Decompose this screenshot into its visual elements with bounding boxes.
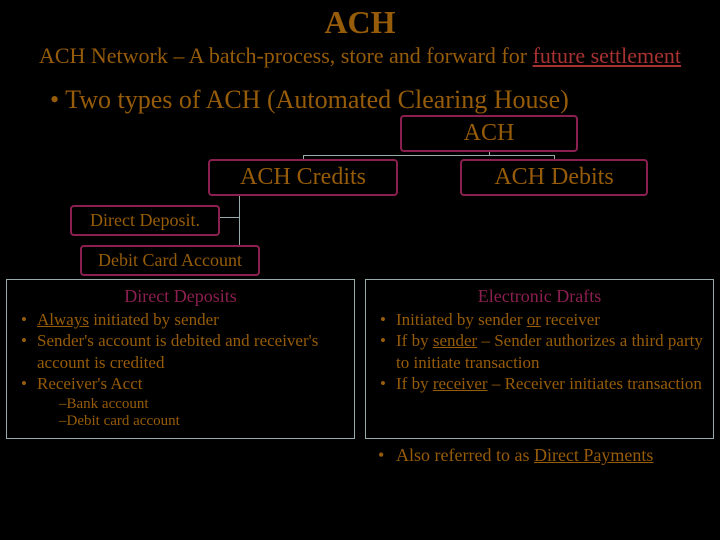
left-col-title: Direct Deposits (15, 286, 346, 307)
tree-credits-label: ACH Credits (240, 164, 366, 190)
slide-subtitle: ACH Network – A batch-process, store and… (0, 43, 720, 69)
lb1-u: Always (37, 310, 89, 329)
left-column: Direct Deposits Always initiated by send… (6, 279, 355, 439)
right-bullet-3: If by receiver – Receiver initiates tran… (374, 373, 705, 394)
left-bullet-3: Receiver's Acct (15, 373, 346, 394)
right-col-title: Electronic Drafts (374, 286, 705, 307)
tree-dca-label: Debit Card Account (98, 250, 242, 270)
lb1-post: initiated by sender (89, 310, 219, 329)
left-bullet-1: Always initiated by sender (15, 309, 346, 330)
also-referred: Also referred to as Direct Payments (368, 445, 720, 466)
columns: Direct Deposits Always initiated by send… (0, 279, 720, 439)
tree-diagram: ACH ACH Credits ACH Debits Direct Deposi… (0, 115, 720, 275)
rb2-pre: If by (396, 331, 433, 350)
rb1-post: receiver (541, 310, 600, 329)
conn-horiz (303, 155, 554, 156)
left-bullet-2: Sender's account is debited and receiver… (15, 330, 346, 373)
also-pre: Also referred to as (396, 445, 534, 465)
tree-debits: ACH Debits (460, 159, 648, 196)
rb1-pre: Initiated by sender (396, 310, 527, 329)
subtitle-underlined: future settlement (533, 43, 681, 68)
tree-dd-label: Direct Deposit. (90, 210, 200, 230)
rb2-u: sender (433, 331, 477, 350)
tree-debits-label: ACH Debits (494, 164, 613, 190)
lb3-pre: Receiver's Acct (37, 374, 143, 393)
rb1-u: or (527, 310, 541, 329)
left-sub-bullets: Bank account Debit card account (15, 396, 346, 430)
lb2-pre: Sender's account is debited and receiver… (37, 331, 318, 371)
left-sub-1: Bank account (15, 396, 346, 413)
slide-title: ACH (0, 0, 720, 41)
tree-credits: ACH Credits (208, 159, 398, 196)
rb3-post: – Receiver initiates transaction (488, 374, 702, 393)
rb3-u: receiver (433, 374, 488, 393)
left-sub-2: Debit card account (15, 413, 346, 430)
tree-root: ACH (400, 115, 578, 152)
also-u: Direct Payments (534, 445, 653, 465)
tree-debit-card-account: Debit Card Account (80, 245, 260, 276)
rb3-pre: If by (396, 374, 433, 393)
conn-to-dd (220, 217, 239, 218)
right-bullet-2: If by sender – Sender authorizes a third… (374, 330, 705, 373)
right-bullet-1: Initiated by sender or receiver (374, 309, 705, 330)
subtitle-text: ACH Network – A batch-process, store and… (39, 43, 533, 68)
right-bullets: Initiated by sender or receiver If by se… (374, 309, 705, 394)
tree-direct-deposit: Direct Deposit. (70, 205, 220, 236)
left-bullets: Always initiated by sender Sender's acco… (15, 309, 346, 394)
main-bullet: • Two types of ACH (Automated Clearing H… (50, 85, 720, 115)
right-column: Electronic Drafts Initiated by sender or… (365, 279, 714, 439)
tree-root-label: ACH (464, 120, 515, 146)
